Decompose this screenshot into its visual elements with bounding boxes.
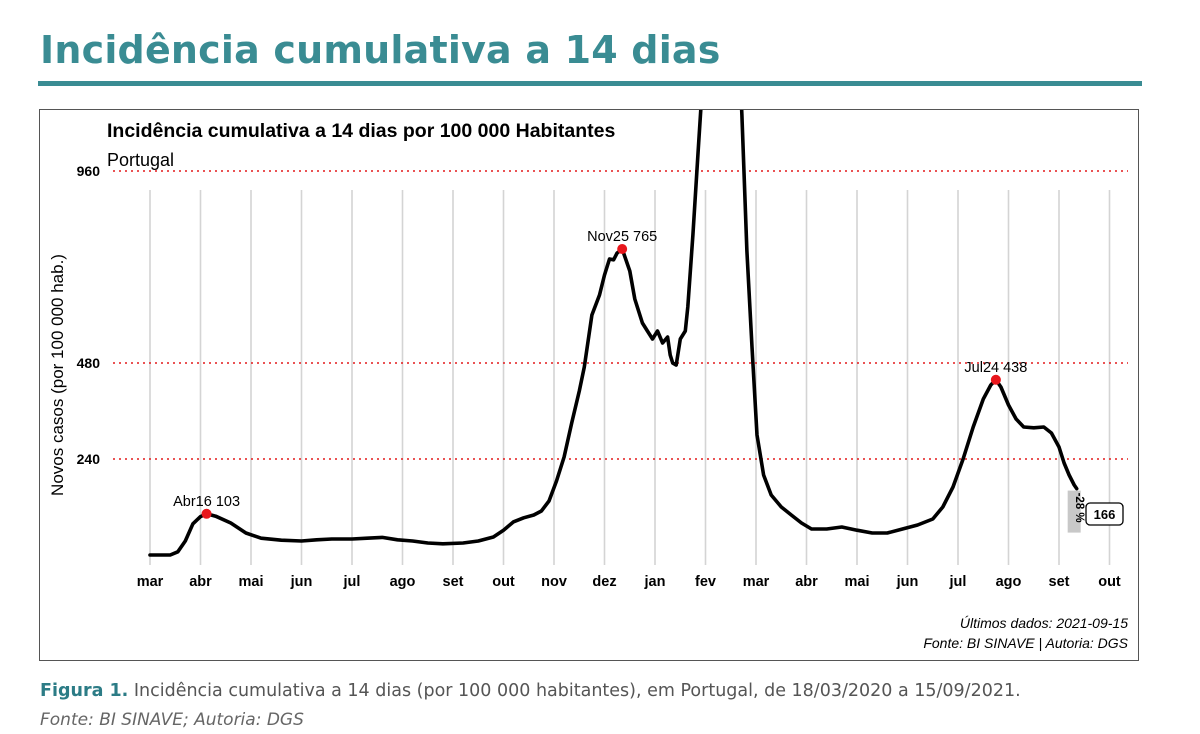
change-label: -28 % (1073, 493, 1085, 523)
peak-label: Jul24 438 (964, 360, 1027, 376)
x-tick-label: mai (239, 574, 264, 590)
figure-caption: Figura 1. Incidência cumulativa a 14 dia… (40, 681, 1021, 701)
y-tick-label: 480 (77, 355, 101, 371)
title-divider (38, 81, 1142, 86)
last-data-note: Últimos dados: 2021-09-15 (960, 615, 1128, 631)
x-tick-label: set (1049, 574, 1070, 590)
x-tick-label: ago (390, 574, 416, 590)
incidence-chart: 240 480 960 mar abr mai jun jul ago set out nov dez… (48, 110, 1129, 651)
peak-label: Nov25 765 (587, 229, 657, 245)
caption-source: Fonte: BI SINAVE; Autoria: DGS (40, 710, 304, 730)
x-tick-label: nov (541, 574, 567, 590)
x-tick-label: mai (845, 574, 870, 590)
threshold-lines (113, 170, 1128, 460)
peak-marker-3 (990, 374, 1001, 385)
peak-marker-1 (617, 244, 628, 254)
x-tick-label: jun (290, 574, 313, 590)
peak-marker-0 (201, 508, 212, 519)
y-tick-label: 960 (77, 163, 101, 179)
x-tick-label: mar (137, 574, 164, 590)
series-line (148, 110, 1079, 557)
y-tick-label: 240 (77, 451, 101, 467)
x-tick-label: abr (795, 574, 818, 590)
chart-subtitle: Portugal (107, 150, 174, 170)
page-title: Incidência cumulativa a 14 dias (40, 28, 721, 72)
peak-label: Abr16 103 (173, 494, 240, 510)
x-tick-label: out (492, 574, 515, 590)
end-value-label: 166 (1094, 507, 1116, 522)
grid-lines (149, 190, 1111, 565)
x-tick-label: jan (644, 574, 666, 590)
end-value-box-frame (1085, 502, 1124, 526)
chart-title: Incidência cumulativa a 14 dias por 100 … (107, 120, 615, 142)
change-indicator: -28 % (1067, 490, 1085, 533)
change-bar (1067, 490, 1081, 533)
x-tick-label: jul (949, 574, 967, 590)
x-tick-label: abr (189, 574, 212, 590)
source-note: Fonte: BI SINAVE | Autoria: DGS (923, 635, 1128, 651)
x-tick-label: fev (695, 574, 716, 590)
x-tick-label: dez (592, 574, 616, 590)
y-tick-labels: 240 480 960 (77, 163, 101, 467)
x-tick-label: mar (743, 574, 770, 590)
figure-label: Figura 1. (40, 681, 129, 701)
x-tick-label: jul (343, 574, 361, 590)
x-tick-label: out (1098, 574, 1121, 590)
y-axis-label: Novos casos (por 100 000 hab.) (48, 254, 67, 496)
x-tick-label: ago (996, 574, 1022, 590)
x-tick-labels: mar abr mai jun jul ago set out nov dez jan fev mar a… (137, 574, 1121, 590)
caption-text: Incidência cumulativa a 14 dias (por 100… (128, 681, 1021, 701)
end-value-box: 166 (1085, 502, 1124, 526)
x-tick-label: jun (896, 574, 919, 590)
chart-frame: 240 480 960 mar abr mai jun jul ago set out nov dez… (39, 109, 1139, 661)
x-tick-label: set (443, 574, 464, 590)
